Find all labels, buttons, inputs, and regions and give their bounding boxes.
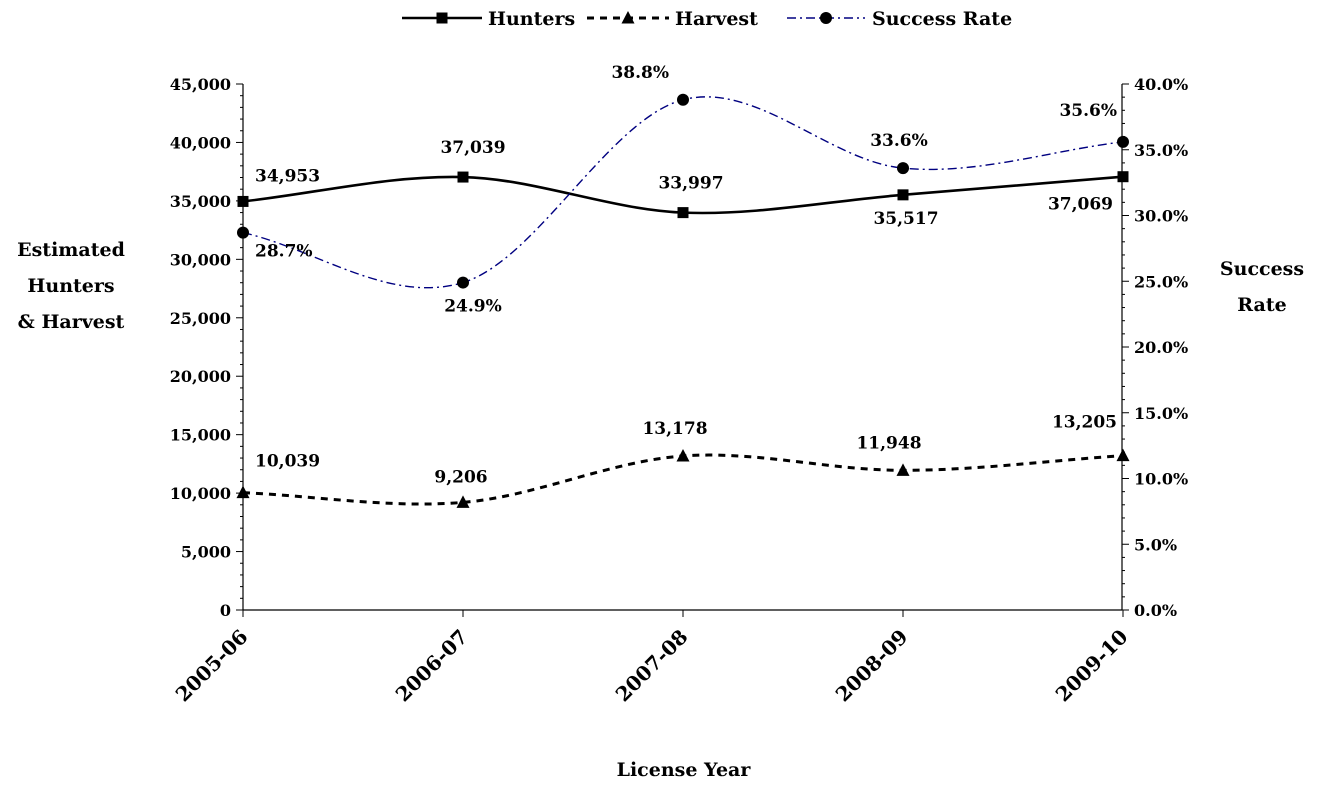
x-tick-label: 2008-09 (831, 625, 913, 707)
y-tick-label: 0 (220, 601, 231, 620)
legend-success-rate-label: Success Rate (872, 8, 1012, 30)
success-rate-marker (897, 162, 909, 175)
y-tick-label: 20,000 (170, 367, 231, 386)
harvest-line (242, 453, 1124, 506)
harvest-data-label: 9,206 (434, 467, 487, 487)
y2-tick-label: 35.0% (1134, 141, 1188, 160)
hunters-marker (237, 195, 249, 207)
hunters-data-label: 37,069 (1048, 195, 1113, 215)
harvest-marker (676, 448, 690, 462)
y2-axis-title-line: Success (1220, 258, 1304, 280)
y2-tick-label: 0.0% (1134, 601, 1177, 620)
harvest-data-label: 13,178 (642, 419, 707, 439)
y2-tick-label: 20.0% (1134, 338, 1188, 357)
x-axis-title: License Year (617, 759, 752, 781)
y2-tick-label: 10.0% (1134, 470, 1188, 489)
harvest-marker (1116, 448, 1130, 462)
success-rate-data-label: 24.9% (444, 297, 502, 317)
y2-tick-label: 25.0% (1134, 272, 1188, 291)
legend-hunters-marker (436, 12, 448, 24)
y2-tick-label: 5.0% (1134, 535, 1177, 554)
y-tick-label: 45,000 (170, 75, 231, 94)
harvest-marker (236, 485, 250, 499)
hunters-marker (1117, 171, 1129, 183)
success-rate-marker (677, 93, 689, 106)
y-axis-title-line: Hunters (27, 275, 114, 297)
harvest-marker (456, 495, 470, 508)
legend-hunters-label: Hunters (488, 8, 575, 30)
x-tick-label: 2005-06 (171, 625, 253, 707)
y2-axis-title: Success Rate (1220, 258, 1304, 316)
hunters-data-label: 33,997 (658, 174, 723, 194)
legend-harvest-label: Harvest (675, 8, 758, 30)
y-axis-title: Estimated Hunters & Harvest (17, 239, 125, 333)
success-rate-marker (237, 226, 249, 239)
y-tick-label: 40,000 (170, 133, 231, 152)
data-labels: 34,953 37,039 33,997 35,517 37,069 10,039 9,20… (255, 63, 1117, 488)
y-axis-title-line: & Harvest (18, 311, 125, 333)
y-tick-label: 10,000 (170, 484, 231, 503)
success-rate-data-label: 35.6% (1059, 101, 1117, 121)
hunters-marker (457, 171, 469, 183)
legend-harvest-marker (621, 11, 635, 24)
x-tick-label: 2006-07 (391, 625, 473, 707)
y-tick-label: 15,000 (170, 426, 231, 445)
y-axis-title-line: Estimated (17, 239, 125, 261)
success-rate-data-label: 33.6% (870, 131, 928, 151)
harvest-data-label: 13,205 (1052, 413, 1117, 433)
success-rate-data-label: 38.8% (611, 63, 669, 83)
y2-tick-label: 15.0% (1134, 404, 1188, 423)
y2-tick-label: 40.0% (1134, 75, 1188, 94)
success-rate-marker (457, 276, 469, 289)
success-rate-data-label: 28.7% (255, 242, 313, 262)
y-tick-label: 25,000 (170, 309, 231, 328)
y2-axis-title-line: Rate (1237, 294, 1286, 316)
legend: Hunters Harvest Success Rate (402, 8, 1012, 30)
hunters-marker (897, 189, 909, 201)
x-tick-label: 2009-10 (1051, 625, 1133, 707)
series-layer (236, 93, 1130, 508)
hunters-data-label: 35,517 (873, 209, 938, 229)
y2-tick-label: 30.0% (1134, 207, 1188, 226)
y-tick-label: 5,000 (181, 543, 231, 562)
hunters-data-label: 37,039 (440, 138, 505, 158)
harvest-marker (896, 463, 910, 476)
success-rate-marker (1117, 135, 1129, 148)
hunters-data-label: 34,953 (255, 166, 320, 186)
hunters-marker (677, 207, 689, 219)
y-tick-label: 35,000 (170, 192, 231, 211)
harvest-data-label: 10,039 (255, 452, 320, 472)
y-tick-label: 30,000 (170, 250, 231, 269)
legend-success-rate-marker (820, 12, 832, 24)
x-tick-label: 2007-08 (611, 625, 693, 707)
harvest-data-label: 11,948 (856, 433, 921, 453)
